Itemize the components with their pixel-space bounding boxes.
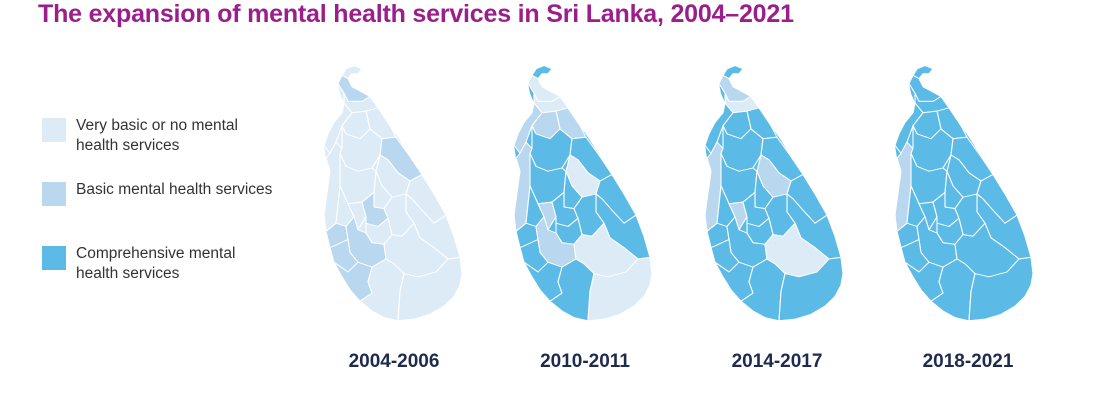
district-matara [359, 258, 405, 322]
district-matara [549, 258, 595, 322]
district-hambantota [778, 256, 844, 322]
district-kegalle [537, 201, 557, 231]
district-anuradhapura [910, 125, 954, 172]
district-matara [930, 258, 976, 322]
district-anuradhapura [720, 125, 764, 172]
period-label: 2004-2006 [348, 351, 440, 372]
district-hambantota [587, 256, 653, 322]
district-galle [904, 261, 944, 302]
sri-lanka-map-2004-2006 [323, 65, 463, 322]
period-label: 2014-2017 [731, 351, 823, 372]
legend-label-basic: Basic mental health services [76, 181, 273, 198]
period-label: 2018-2021 [922, 351, 1014, 372]
district-galle [523, 261, 563, 302]
legend-label-none: Very basic or no mental health services [76, 117, 238, 154]
district-anuradhapura [339, 125, 383, 172]
district-kegalle [918, 201, 938, 231]
district-galle [714, 261, 754, 302]
chart-title: The expansion of mental health services … [38, 0, 794, 28]
legend-swatch-comprehensive [42, 246, 66, 270]
legend-swatch-basic [42, 182, 66, 206]
legend-item-comprehensive: Comprehensive mental health services [42, 245, 282, 290]
legend-item-none: Very basic or no mental health services [42, 117, 282, 162]
sri-lanka-map-2014-2017 [704, 65, 844, 322]
legend-label-comprehensive: Comprehensive mental health services [76, 245, 236, 282]
district-kegalle [347, 201, 367, 231]
district-kegalle [728, 201, 748, 231]
sri-lanka-map-2010-2011 [513, 65, 653, 322]
legend-swatch-none [42, 118, 66, 142]
legend-item-basic: Basic mental health services [42, 181, 282, 226]
sri-lanka-map-2018-2021 [894, 65, 1034, 322]
district-hambantota [397, 256, 463, 322]
period-label: 2010-2011 [540, 351, 630, 372]
district-hambantota [968, 256, 1034, 322]
district-matara [740, 258, 786, 322]
district-galle [333, 261, 373, 302]
district-anuradhapura [529, 125, 573, 172]
